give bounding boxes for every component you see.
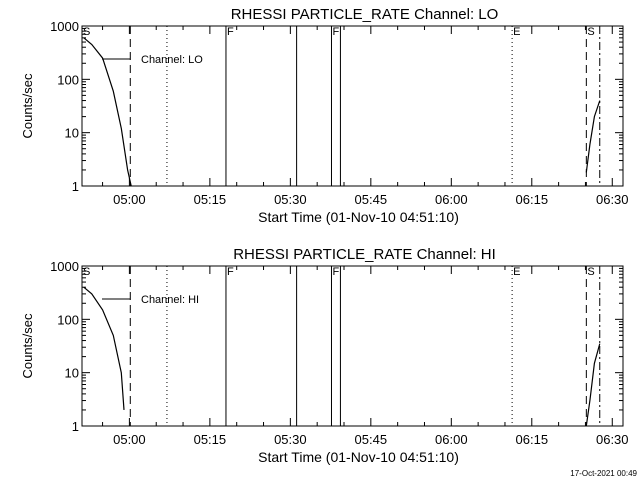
footer-timestamp: 17-Oct-2021 00:49	[570, 469, 637, 478]
x-tick-label: 06:00	[435, 192, 468, 207]
event-label: F	[332, 266, 339, 278]
series-line	[585, 343, 601, 427]
y-tick-label: 1	[72, 419, 79, 434]
x-tick-label: 05:00	[113, 192, 146, 207]
x-axis-label: Start Time (01-Nov-10 04:51:10)	[258, 209, 459, 225]
y-tick-label: 1000	[50, 19, 79, 34]
y-tick-label: 1	[72, 179, 79, 194]
x-tick-label: 05:45	[355, 432, 388, 447]
x-tick-label: 05:30	[274, 192, 307, 207]
plot-frame	[81, 265, 624, 427]
x-tick-label: 06:00	[435, 432, 468, 447]
event-label: S	[83, 26, 90, 38]
x-tick-label: 05:00	[113, 432, 146, 447]
y-tick-label: 10	[65, 126, 79, 141]
x-tick-label: 06:30	[596, 432, 629, 447]
x-tick-label: 06:30	[596, 192, 629, 207]
event-label: S	[587, 26, 594, 38]
event-label: S	[83, 266, 90, 278]
plot-frame	[81, 25, 624, 187]
event-label: F	[227, 266, 234, 278]
series-line	[83, 286, 125, 410]
series-line	[83, 37, 132, 187]
event-label: E	[513, 266, 520, 278]
x-axis-label: Start Time (01-Nov-10 04:51:10)	[258, 449, 459, 465]
event-label: F	[332, 26, 339, 38]
legend-label: Channel: LO	[141, 54, 203, 66]
event-label: F	[227, 26, 234, 38]
panel-0: RHESSI PARTICLE_RATE Channel: LO Counts/s…	[20, 6, 629, 225]
event-label: S	[587, 266, 594, 278]
y-tick-label: 10	[65, 366, 79, 381]
x-tick-label: 05:30	[274, 432, 307, 447]
x-tick-label: 06:15	[516, 432, 549, 447]
y-tick-label: 100	[57, 72, 79, 87]
legend-label: Channel: HI	[141, 294, 199, 306]
y-axis-label: Counts/sec	[20, 73, 35, 139]
chart-title: RHESSI PARTICLE_RATE Channel: LO	[231, 6, 499, 23]
x-tick-label: 05:15	[194, 432, 227, 447]
x-tick-label: 05:45	[355, 192, 388, 207]
chart-title: RHESSI PARTICLE_RATE Channel: HI	[233, 246, 496, 263]
series-line	[585, 100, 601, 173]
y-tick-label: 100	[57, 312, 79, 327]
y-axis-label: Counts/sec	[20, 313, 35, 379]
x-tick-label: 05:15	[194, 192, 227, 207]
panel-1: RHESSI PARTICLE_RATE Channel: HI Counts/s…	[20, 246, 629, 465]
y-tick-label: 1000	[50, 259, 79, 274]
event-label: E	[513, 26, 520, 38]
x-tick-label: 06:15	[516, 192, 549, 207]
